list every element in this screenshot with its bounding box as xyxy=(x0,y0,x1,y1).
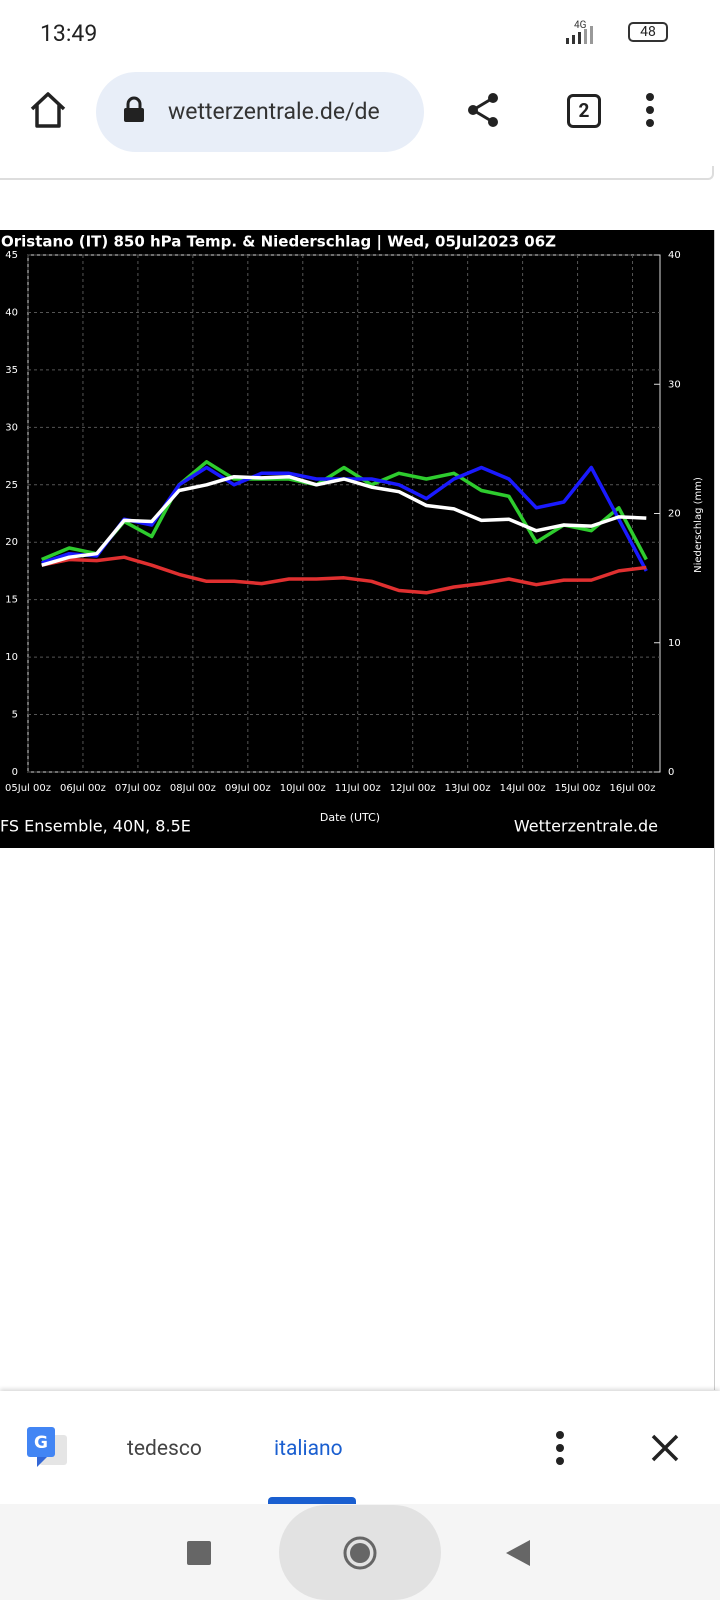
y-tick-label: 10 xyxy=(5,652,18,663)
address-bar[interactable] xyxy=(96,72,424,152)
x-tick-label: 10Jul 00z xyxy=(280,783,326,794)
y-tick-label: 35 xyxy=(5,365,18,376)
translate-menu[interactable] xyxy=(554,1430,566,1466)
page-edge xyxy=(714,230,715,1390)
tab-switcher[interactable]: 2 xyxy=(567,94,601,128)
menu-button[interactable] xyxy=(644,92,656,128)
x-tick-label: 07Jul 00z xyxy=(115,783,161,794)
x-tick-label: 09Jul 00z xyxy=(225,783,271,794)
x-tick-label: 05Jul 00z xyxy=(5,783,51,794)
back-button[interactable] xyxy=(504,1538,532,1568)
x-tick-label: 11Jul 00z xyxy=(335,783,381,794)
x-tick-label: 15Jul 00z xyxy=(555,783,601,794)
series-line xyxy=(41,460,648,562)
status-bar xyxy=(0,0,720,68)
y2-axis-label: Niederschlag (mm) xyxy=(693,477,704,573)
plot-frame xyxy=(27,254,661,773)
y2-tick-label: 30 xyxy=(668,379,681,390)
chart-title: Oristano (IT) 850 hPa Temp. & Niederschl… xyxy=(1,233,556,252)
x-tick-label: 06Jul 00z xyxy=(60,783,106,794)
x-tick-label: 14Jul 00z xyxy=(500,783,546,794)
lock-icon xyxy=(124,96,144,122)
clock: 13:49 xyxy=(40,20,98,47)
x-tick-label: 16Jul 00z xyxy=(610,783,656,794)
close-translate[interactable] xyxy=(650,1433,680,1463)
target-language-tab[interactable]: italiano xyxy=(274,1437,343,1461)
network-type: 4G xyxy=(574,20,587,31)
battery: 48 xyxy=(628,22,668,42)
y-tick-label: 0 xyxy=(12,767,18,778)
y2-tick-label: 10 xyxy=(668,638,681,649)
y-tick-label: 15 xyxy=(5,595,18,606)
x-tick-label: 12Jul 00z xyxy=(390,783,436,794)
source-right: Wetterzentrale.de xyxy=(514,817,658,836)
home-button-nav[interactable] xyxy=(342,1535,378,1571)
y2-tick-label: 0 xyxy=(668,767,674,778)
page-card-edge xyxy=(0,166,714,180)
x-axis-label: Date (UTC) xyxy=(320,811,380,824)
url[interactable]: wetterzentrale.de/de xyxy=(168,98,380,125)
y-tick-label: 25 xyxy=(5,480,18,491)
selected-tab-indicator xyxy=(268,1497,356,1504)
y-tick-label: 30 xyxy=(5,422,18,433)
chart: Oristano (IT) 850 hPa Temp. & Niederschl… xyxy=(0,230,714,848)
google-translate-icon[interactable]: G xyxy=(25,1425,71,1471)
series-line xyxy=(41,555,647,595)
x-tick-label: 08Jul 00z xyxy=(170,783,216,794)
y-tick-label: 5 xyxy=(12,710,18,721)
share-button[interactable] xyxy=(466,92,502,128)
svg-text:G: G xyxy=(34,1433,48,1453)
home-button[interactable] xyxy=(28,90,68,130)
y2-tick-label: 40 xyxy=(668,250,681,261)
y-tick-label: 40 xyxy=(5,307,18,318)
source-left: FS Ensemble, 40N, 8.5E xyxy=(0,817,191,836)
translate-bar xyxy=(0,1391,720,1504)
y-tick-label: 20 xyxy=(5,537,18,548)
source-language-tab[interactable]: tedesco xyxy=(127,1437,202,1461)
series-line xyxy=(41,474,647,567)
signal-icon xyxy=(566,26,593,44)
y-tick-label: 45 xyxy=(5,250,18,261)
recents-button[interactable] xyxy=(186,1540,212,1566)
x-tick-label: 13Jul 00z xyxy=(445,783,491,794)
y2-tick-label: 20 xyxy=(668,509,681,520)
